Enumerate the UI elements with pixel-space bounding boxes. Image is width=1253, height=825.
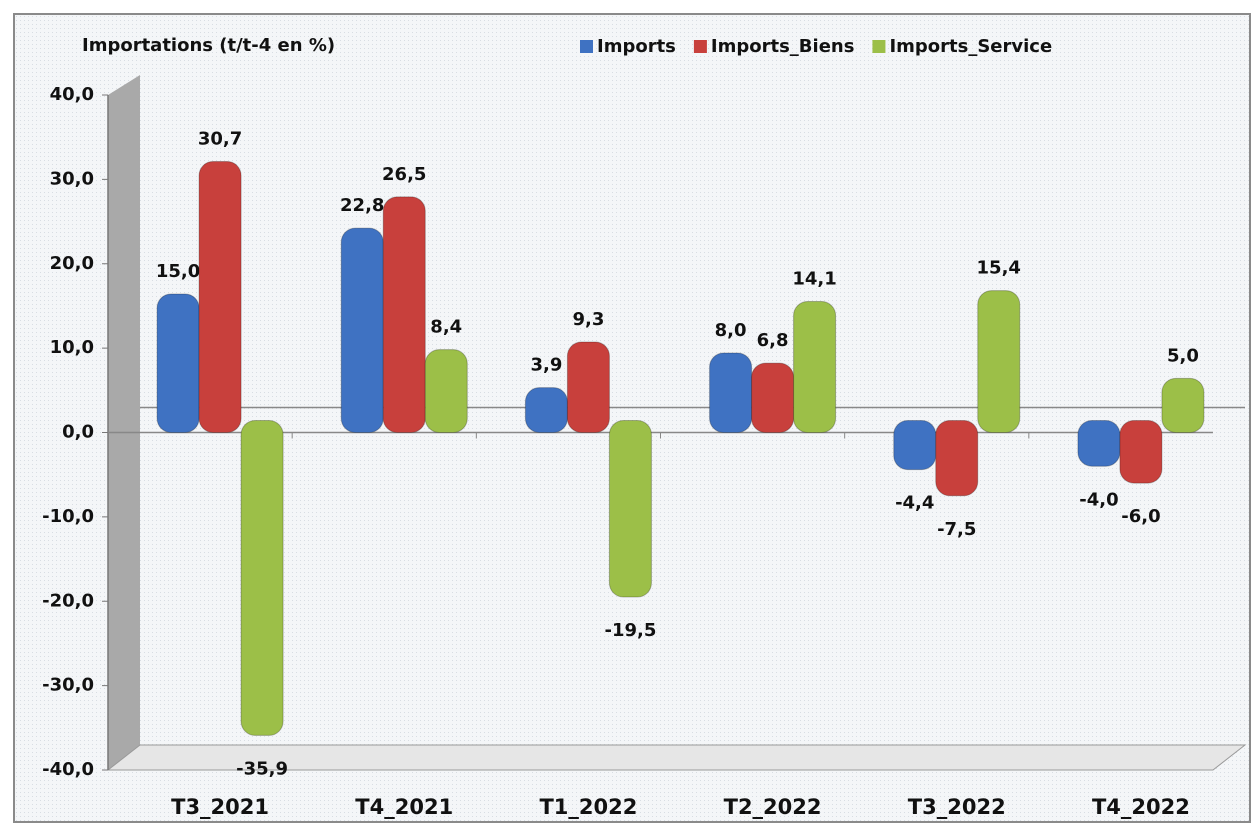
data-label: 30,7 [198,128,242,149]
bar [340,227,384,433]
y-tick-label: 40,0 [50,84,94,105]
bar [893,420,937,471]
y-tick-label: 0,0 [62,422,94,443]
data-label: -7,5 [937,519,976,540]
bar [608,420,652,598]
chart-title: Importations (t/t-4 en %) [82,35,335,56]
x-tick-label: T2_2022 [724,795,822,819]
data-label: -4,4 [895,493,934,514]
bar [566,341,610,433]
legend-swatch [693,40,707,53]
bar [156,293,200,433]
y-tick-label: -10,0 [42,506,94,527]
side-wall [108,75,140,770]
bar [1161,377,1205,433]
y-tick-label: 30,0 [50,168,94,189]
data-label: 6,8 [757,330,789,351]
y-tick-label: -20,0 [42,590,94,611]
legend-swatch [580,40,593,53]
data-label: 8,4 [430,317,462,338]
bar [709,352,753,433]
data-label: 5,0 [1167,345,1199,366]
data-label: 14,1 [792,269,836,290]
bar [751,362,795,433]
data-label: 8,0 [715,320,747,341]
bar [935,420,979,497]
data-label: 3,9 [530,355,562,376]
data-label: 26,5 [382,164,426,185]
data-label: 15,0 [156,261,200,282]
bar [424,349,468,433]
data-label: 22,8 [340,195,384,216]
bar [382,196,426,433]
bar [198,160,242,433]
x-tick-label: T4_2021 [355,795,453,819]
data-label: 9,3 [572,309,604,330]
y-tick-label: 10,0 [50,337,94,358]
y-tick-label: -30,0 [42,675,94,696]
bar [1119,420,1163,484]
y-tick-label: -40,0 [42,759,94,780]
bar [793,301,837,433]
bar [977,290,1021,433]
legend-swatch [872,40,886,53]
x-tick-label: T4_2022 [1092,795,1190,819]
bar [240,420,284,736]
legend-label: Imports_Biens [711,36,855,57]
data-label: -19,5 [604,620,656,641]
bar [1077,420,1121,467]
y-tick-label: 20,0 [50,253,94,274]
x-tick-label: T1_2022 [539,795,637,819]
data-label: -4,0 [1079,489,1118,510]
data-label: -6,0 [1121,506,1160,527]
legend-label: Imports [597,36,676,57]
data-label: -35,9 [236,758,288,779]
x-tick-label: T3_2021 [171,795,269,819]
data-label: 15,4 [977,258,1021,279]
floor [106,744,1247,771]
bar [524,387,568,433]
x-tick-label: T3_2022 [908,795,1006,819]
legend-label: Imports_Service [889,36,1052,57]
